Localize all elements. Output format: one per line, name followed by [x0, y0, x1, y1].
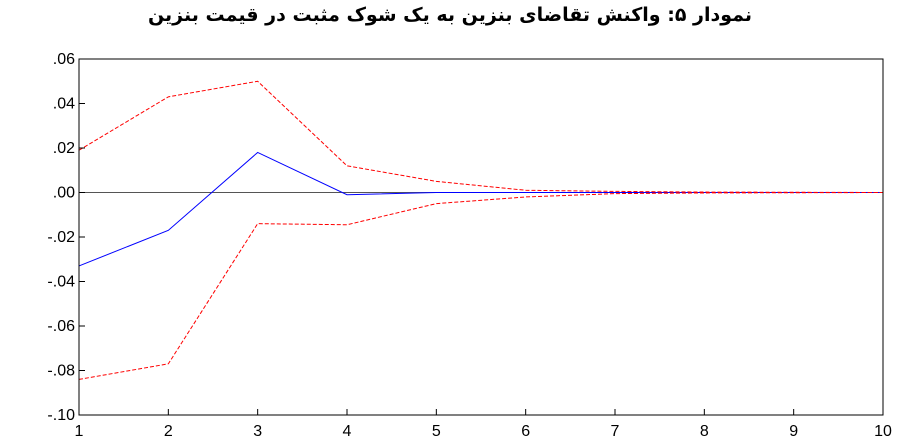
x-tick-label: 5 [432, 423, 441, 440]
y-tick-label: -.10 [47, 407, 75, 424]
y-tick-label: .02 [53, 140, 75, 157]
x-tick-label: 4 [343, 423, 352, 440]
y-tick-label: .00 [53, 185, 75, 202]
y-tick-label: -.08 [47, 363, 75, 380]
y-tick-label: .06 [53, 51, 75, 68]
y-tick-label: .04 [53, 96, 75, 113]
y-tick-label: -.04 [47, 274, 75, 291]
chart-title: نمودار ۵: واکنش تقاضای بنزین به یک شوک م… [147, 4, 753, 26]
plot-frame [78, 58, 884, 416]
plot-area [78, 80, 884, 380]
x-tick-label: 2 [164, 423, 173, 440]
x-tick-label: 7 [611, 423, 620, 440]
x-tick-label: 6 [521, 423, 530, 440]
y-tick-label: -.02 [47, 229, 75, 246]
y-tick-label: -.06 [47, 318, 75, 335]
series-line-upper-band [78, 80, 884, 193]
x-tick-label: 3 [253, 423, 262, 440]
series-line-response [78, 151, 883, 267]
x-tick-label: 9 [789, 423, 798, 440]
x-tick-label: 8 [700, 423, 709, 440]
series-line-lower-band [78, 192, 884, 380]
x-tick-label: 10 [874, 423, 892, 440]
x-tick-label: 1 [75, 423, 84, 440]
axes: .06 .04 .02 .00 -.02 -.04 -.06 -.08 -.101 2 3 4 5 6 7 8… [47, 51, 892, 440]
